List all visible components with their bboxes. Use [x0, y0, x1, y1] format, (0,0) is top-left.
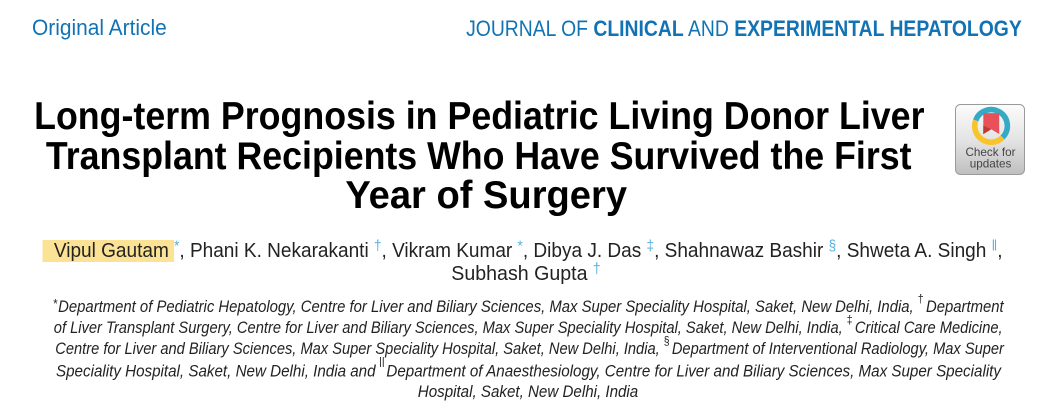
svg-text:updates: updates	[970, 157, 1012, 170]
svg-text:Check for: Check for	[965, 146, 1015, 159]
